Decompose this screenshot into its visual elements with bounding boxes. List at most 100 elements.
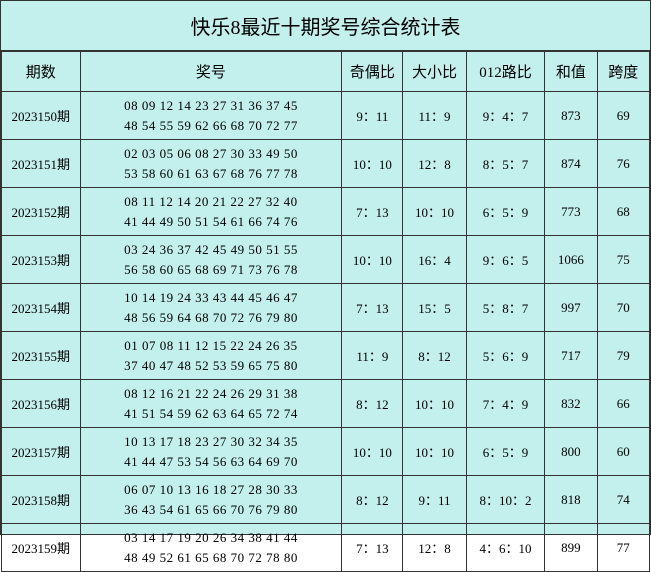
cell-numbers: 03 14 17 19 20 26 34 38 41 4448 49 52 61… bbox=[80, 524, 342, 572]
cell-big-small: 16：4 bbox=[403, 236, 466, 284]
table-row: 2023152期08 11 12 14 20 21 22 27 32 4041 … bbox=[2, 188, 650, 236]
table-row: 2023157期10 13 17 18 23 27 30 32 34 3541 … bbox=[2, 428, 650, 476]
cell-sum: 800 bbox=[545, 428, 597, 476]
cell-big-small: 9：11 bbox=[403, 476, 466, 524]
cell-odd-even: 7：13 bbox=[342, 524, 403, 572]
table-body: 2023150期08 09 12 14 23 27 31 36 37 4548 … bbox=[2, 92, 650, 572]
cell-route-012: 8：5：7 bbox=[466, 140, 545, 188]
cell-big-small: 10：10 bbox=[403, 428, 466, 476]
table-row: 2023158期06 07 10 13 16 18 27 28 30 3336 … bbox=[2, 476, 650, 524]
cell-period: 2023157期 bbox=[2, 428, 81, 476]
cell-period: 2023151期 bbox=[2, 140, 81, 188]
cell-span: 79 bbox=[597, 332, 649, 380]
numbers-line1: 08 12 16 21 22 24 26 29 31 38 bbox=[87, 384, 336, 404]
cell-route-012: 8：10：2 bbox=[466, 476, 545, 524]
cell-period: 2023150期 bbox=[2, 92, 81, 140]
cell-numbers: 10 14 19 24 33 43 44 45 46 4748 56 59 64… bbox=[80, 284, 342, 332]
cell-span: 69 bbox=[597, 92, 649, 140]
numbers-line2: 41 44 47 53 54 56 63 64 69 70 bbox=[87, 452, 336, 472]
table-title: 快乐8最近十期奖号综合统计表 bbox=[1, 1, 650, 51]
cell-period: 2023153期 bbox=[2, 236, 81, 284]
table-row: 2023159期03 14 17 19 20 26 34 38 41 4448 … bbox=[2, 524, 650, 572]
cell-numbers: 10 13 17 18 23 27 30 32 34 3541 44 47 53… bbox=[80, 428, 342, 476]
cell-span: 74 bbox=[597, 476, 649, 524]
cell-route-012: 5：8：7 bbox=[466, 284, 545, 332]
numbers-line2: 41 44 49 50 51 54 61 66 74 76 bbox=[87, 212, 336, 232]
cell-span: 76 bbox=[597, 140, 649, 188]
cell-period: 2023155期 bbox=[2, 332, 81, 380]
numbers-line2: 48 54 55 59 62 66 68 70 72 77 bbox=[87, 116, 336, 136]
cell-odd-even: 8：12 bbox=[342, 380, 403, 428]
numbers-line1: 01 07 08 11 12 15 22 24 26 35 bbox=[87, 336, 336, 356]
cell-odd-even: 9：11 bbox=[342, 92, 403, 140]
cell-route-012: 6：5：9 bbox=[466, 428, 545, 476]
cell-period: 2023156期 bbox=[2, 380, 81, 428]
cell-odd-even: 11：9 bbox=[342, 332, 403, 380]
numbers-line1: 03 14 17 19 20 26 34 38 41 44 bbox=[87, 528, 336, 548]
cell-period: 2023152期 bbox=[2, 188, 81, 236]
numbers-line2: 53 58 60 61 63 67 68 76 77 78 bbox=[87, 164, 336, 184]
numbers-line2: 36 43 54 61 65 66 70 76 79 80 bbox=[87, 500, 336, 520]
cell-numbers: 08 11 12 14 20 21 22 27 32 4041 44 49 50… bbox=[80, 188, 342, 236]
cell-period: 2023154期 bbox=[2, 284, 81, 332]
cell-route-012: 4：6：10 bbox=[466, 524, 545, 572]
cell-odd-even: 10：10 bbox=[342, 140, 403, 188]
cell-odd-even: 7：13 bbox=[342, 284, 403, 332]
cell-route-012: 6：5：9 bbox=[466, 188, 545, 236]
cell-numbers: 03 24 36 37 42 45 49 50 51 5556 58 60 65… bbox=[80, 236, 342, 284]
cell-span: 77 bbox=[597, 524, 649, 572]
numbers-line1: 08 09 12 14 23 27 31 36 37 45 bbox=[87, 96, 336, 116]
table-row: 2023154期10 14 19 24 33 43 44 45 46 4748 … bbox=[2, 284, 650, 332]
numbers-line1: 08 11 12 14 20 21 22 27 32 40 bbox=[87, 192, 336, 212]
cell-sum: 832 bbox=[545, 380, 597, 428]
cell-odd-even: 10：10 bbox=[342, 236, 403, 284]
header-odd-even: 奇偶比 bbox=[342, 52, 403, 92]
cell-route-012: 9：6：5 bbox=[466, 236, 545, 284]
cell-big-small: 11：9 bbox=[403, 92, 466, 140]
cell-span: 66 bbox=[597, 380, 649, 428]
stats-table: 期数 奖号 奇偶比 大小比 012路比 和值 跨度 2023150期08 09 … bbox=[1, 51, 650, 572]
cell-big-small: 15：5 bbox=[403, 284, 466, 332]
header-sum: 和值 bbox=[545, 52, 597, 92]
cell-numbers: 01 07 08 11 12 15 22 24 26 3537 40 47 48… bbox=[80, 332, 342, 380]
cell-sum: 997 bbox=[545, 284, 597, 332]
table-row: 2023150期08 09 12 14 23 27 31 36 37 4548 … bbox=[2, 92, 650, 140]
numbers-line2: 48 56 59 64 68 70 72 76 79 80 bbox=[87, 308, 336, 328]
cell-sum: 717 bbox=[545, 332, 597, 380]
cell-span: 75 bbox=[597, 236, 649, 284]
cell-span: 60 bbox=[597, 428, 649, 476]
numbers-line2: 48 49 52 61 65 68 70 72 78 80 bbox=[87, 548, 336, 568]
numbers-line2: 56 58 60 65 68 69 71 73 76 78 bbox=[87, 260, 336, 280]
header-big-small: 大小比 bbox=[403, 52, 466, 92]
cell-big-small: 12：8 bbox=[403, 140, 466, 188]
numbers-line1: 10 14 19 24 33 43 44 45 46 47 bbox=[87, 288, 336, 308]
cell-route-012: 7：4：9 bbox=[466, 380, 545, 428]
cell-numbers: 08 09 12 14 23 27 31 36 37 4548 54 55 59… bbox=[80, 92, 342, 140]
numbers-line2: 37 40 47 48 52 53 59 65 75 80 bbox=[87, 356, 336, 376]
cell-odd-even: 10：10 bbox=[342, 428, 403, 476]
header-route-012: 012路比 bbox=[466, 52, 545, 92]
cell-odd-even: 7：13 bbox=[342, 188, 403, 236]
cell-numbers: 02 03 05 06 08 27 30 33 49 5053 58 60 61… bbox=[80, 140, 342, 188]
numbers-line1: 03 24 36 37 42 45 49 50 51 55 bbox=[87, 240, 336, 260]
numbers-line1: 02 03 05 06 08 27 30 33 49 50 bbox=[87, 144, 336, 164]
cell-sum: 818 bbox=[545, 476, 597, 524]
stats-table-container: 快乐8最近十期奖号综合统计表 期数 奖号 奇偶比 大小比 012路比 和值 跨度… bbox=[0, 0, 651, 535]
cell-big-small: 10：10 bbox=[403, 380, 466, 428]
header-span: 跨度 bbox=[597, 52, 649, 92]
cell-span: 68 bbox=[597, 188, 649, 236]
cell-numbers: 06 07 10 13 16 18 27 28 30 3336 43 54 61… bbox=[80, 476, 342, 524]
table-row: 2023151期02 03 05 06 08 27 30 33 49 5053 … bbox=[2, 140, 650, 188]
cell-sum: 873 bbox=[545, 92, 597, 140]
table-row: 2023153期03 24 36 37 42 45 49 50 51 5556 … bbox=[2, 236, 650, 284]
cell-odd-even: 8：12 bbox=[342, 476, 403, 524]
cell-big-small: 10：10 bbox=[403, 188, 466, 236]
header-row: 期数 奖号 奇偶比 大小比 012路比 和值 跨度 bbox=[2, 52, 650, 92]
cell-route-012: 9：4：7 bbox=[466, 92, 545, 140]
cell-sum: 773 bbox=[545, 188, 597, 236]
table-row: 2023156期08 12 16 21 22 24 26 29 31 3841 … bbox=[2, 380, 650, 428]
numbers-line1: 10 13 17 18 23 27 30 32 34 35 bbox=[87, 432, 336, 452]
cell-numbers: 08 12 16 21 22 24 26 29 31 3841 51 54 59… bbox=[80, 380, 342, 428]
cell-big-small: 12：8 bbox=[403, 524, 466, 572]
header-numbers: 奖号 bbox=[80, 52, 342, 92]
